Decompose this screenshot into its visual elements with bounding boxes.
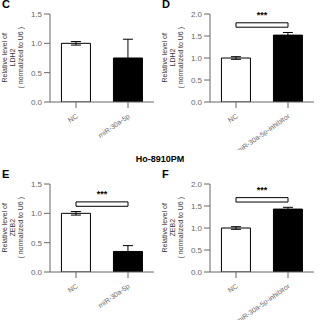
html-text:Relative level of ZEB2 ( norma: Relative level of ZEB2 ( normalized to U…	[161, 197, 184, 259]
svg-text:0.0: 0.0	[191, 268, 203, 277]
svg-text:1.0: 1.0	[31, 39, 43, 48]
svg-text:0.0: 0.0	[31, 268, 43, 277]
svg-text:NC: NC	[67, 112, 79, 124]
svg-text:1.5: 1.5	[31, 10, 43, 19]
svg-text:1.0: 1.0	[31, 209, 43, 218]
svg-text:0.0: 0.0	[191, 98, 203, 107]
svg-text:***: ***	[257, 10, 268, 20]
svg-text:NC: NC	[227, 112, 239, 124]
svg-text:miR-30a-5p-inhibitor: miR-30a-5p-inhibitor	[235, 282, 292, 320]
html-text:Ho-8910PM: Ho-8910PM	[135, 154, 185, 164]
svg-text:NC: NC	[67, 282, 79, 294]
svg-text:miR-30a-5p: miR-30a-5p	[97, 282, 132, 310]
svg-text:0.5: 0.5	[191, 76, 203, 85]
svg-text:***: ***	[257, 185, 268, 195]
svg-text:miR-30a-5p: miR-30a-5p	[97, 112, 132, 140]
svg-text:1.0: 1.0	[191, 224, 203, 233]
svg-text:***: ***	[97, 189, 108, 199]
svg-text:0.5: 0.5	[31, 69, 43, 78]
html-text:E: E	[2, 168, 10, 180]
html-text:F: F	[162, 168, 169, 180]
svg-text:0.0: 0.0	[31, 98, 43, 107]
svg-text:1.0: 1.0	[191, 54, 203, 63]
svg-text:0.5: 0.5	[31, 239, 43, 248]
svg-text:0.5: 0.5	[191, 246, 203, 255]
html-text:Relative level of LDH2 ( norma: Relative level of LDH2 ( normalized to U…	[161, 27, 184, 89]
svg-text:miR-30a-5p-inhibitor: miR-30a-5p-inhibitor	[235, 112, 292, 150]
html-text:Relative level of ZEB2 ( norma: Relative level of ZEB2 ( normalized to U…	[1, 197, 24, 259]
svg-text:1.5: 1.5	[31, 180, 43, 189]
svg-text:1.5: 1.5	[191, 202, 203, 211]
svg-text:NC: NC	[227, 282, 239, 294]
svg-text:1.5: 1.5	[191, 32, 203, 41]
svg-text:2.0: 2.0	[191, 180, 203, 189]
html-text:Relative level of LDH2 ( norma: Relative level of LDH2 ( normalized to U…	[1, 27, 24, 89]
svg-text:2.0: 2.0	[191, 10, 203, 19]
